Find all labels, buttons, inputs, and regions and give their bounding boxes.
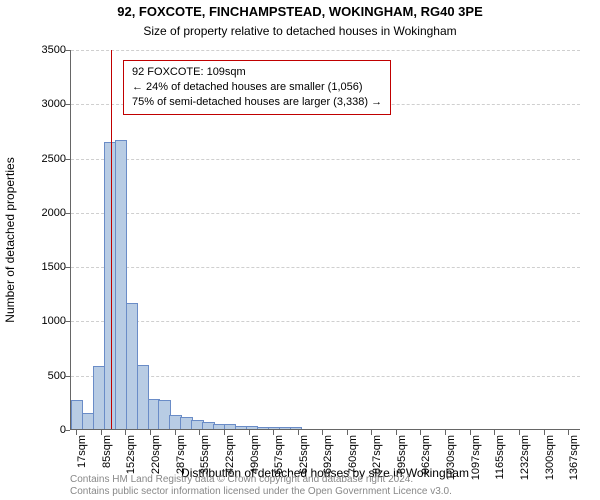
x-tick-mark [175, 430, 176, 435]
histogram-bar [290, 427, 302, 429]
grid-line [71, 213, 580, 214]
y-tick-label: 500 [6, 370, 66, 382]
plot-area: 92 FOXCOTE: 109sqm← 24% of detached hous… [70, 50, 580, 430]
x-tick-mark [76, 430, 77, 435]
annotation-line: 75% of semi-detached houses are larger (… [132, 95, 382, 110]
copyright-text: Contains HM Land Registry data © Crown c… [70, 474, 590, 498]
y-tick-label: 2000 [6, 207, 66, 219]
grid-line [71, 50, 580, 51]
annotation-line: ← 24% of detached houses are smaller (1,… [132, 80, 382, 95]
x-tick-mark [347, 430, 348, 435]
x-tick-mark [396, 430, 397, 435]
x-tick-mark [420, 430, 421, 435]
x-tick-mark [322, 430, 323, 435]
y-tick-label: 1000 [6, 315, 66, 327]
annotation-line: 92 FOXCOTE: 109sqm [132, 65, 382, 80]
x-tick-mark [101, 430, 102, 435]
x-tick-mark [445, 430, 446, 435]
annotation-box: 92 FOXCOTE: 109sqm← 24% of detached hous… [123, 60, 391, 115]
chart-subtitle: Size of property relative to detached ho… [0, 24, 600, 38]
x-tick-mark [494, 430, 495, 435]
x-tick-mark [199, 430, 200, 435]
x-tick-label: 85sqm [101, 435, 113, 468]
x-tick-mark [519, 430, 520, 435]
x-tick-mark [224, 430, 225, 435]
reference-line [111, 50, 112, 429]
y-tick-label: 0 [6, 424, 66, 436]
x-tick-mark [150, 430, 151, 435]
x-tick-mark [298, 430, 299, 435]
y-tick-label: 1500 [6, 261, 66, 273]
y-tick-label: 2500 [6, 153, 66, 165]
x-tick-mark [273, 430, 274, 435]
grid-line [71, 267, 580, 268]
x-tick-mark [371, 430, 372, 435]
x-tick-mark [544, 430, 545, 435]
grid-line [71, 321, 580, 322]
y-tick-mark [65, 430, 70, 431]
x-tick-mark [249, 430, 250, 435]
x-tick-mark [470, 430, 471, 435]
grid-line [71, 159, 580, 160]
chart-title: 92, FOXCOTE, FINCHAMPSTEAD, WOKINGHAM, R… [0, 4, 600, 19]
y-tick-label: 3000 [6, 98, 66, 110]
y-tick-label: 3500 [6, 44, 66, 56]
x-tick-mark [568, 430, 569, 435]
x-tick-mark [125, 430, 126, 435]
y-axis-label: Number of detached properties [3, 157, 17, 322]
chart-container: 92, FOXCOTE, FINCHAMPSTEAD, WOKINGHAM, R… [0, 0, 600, 500]
x-tick-label: 17sqm [76, 435, 88, 468]
